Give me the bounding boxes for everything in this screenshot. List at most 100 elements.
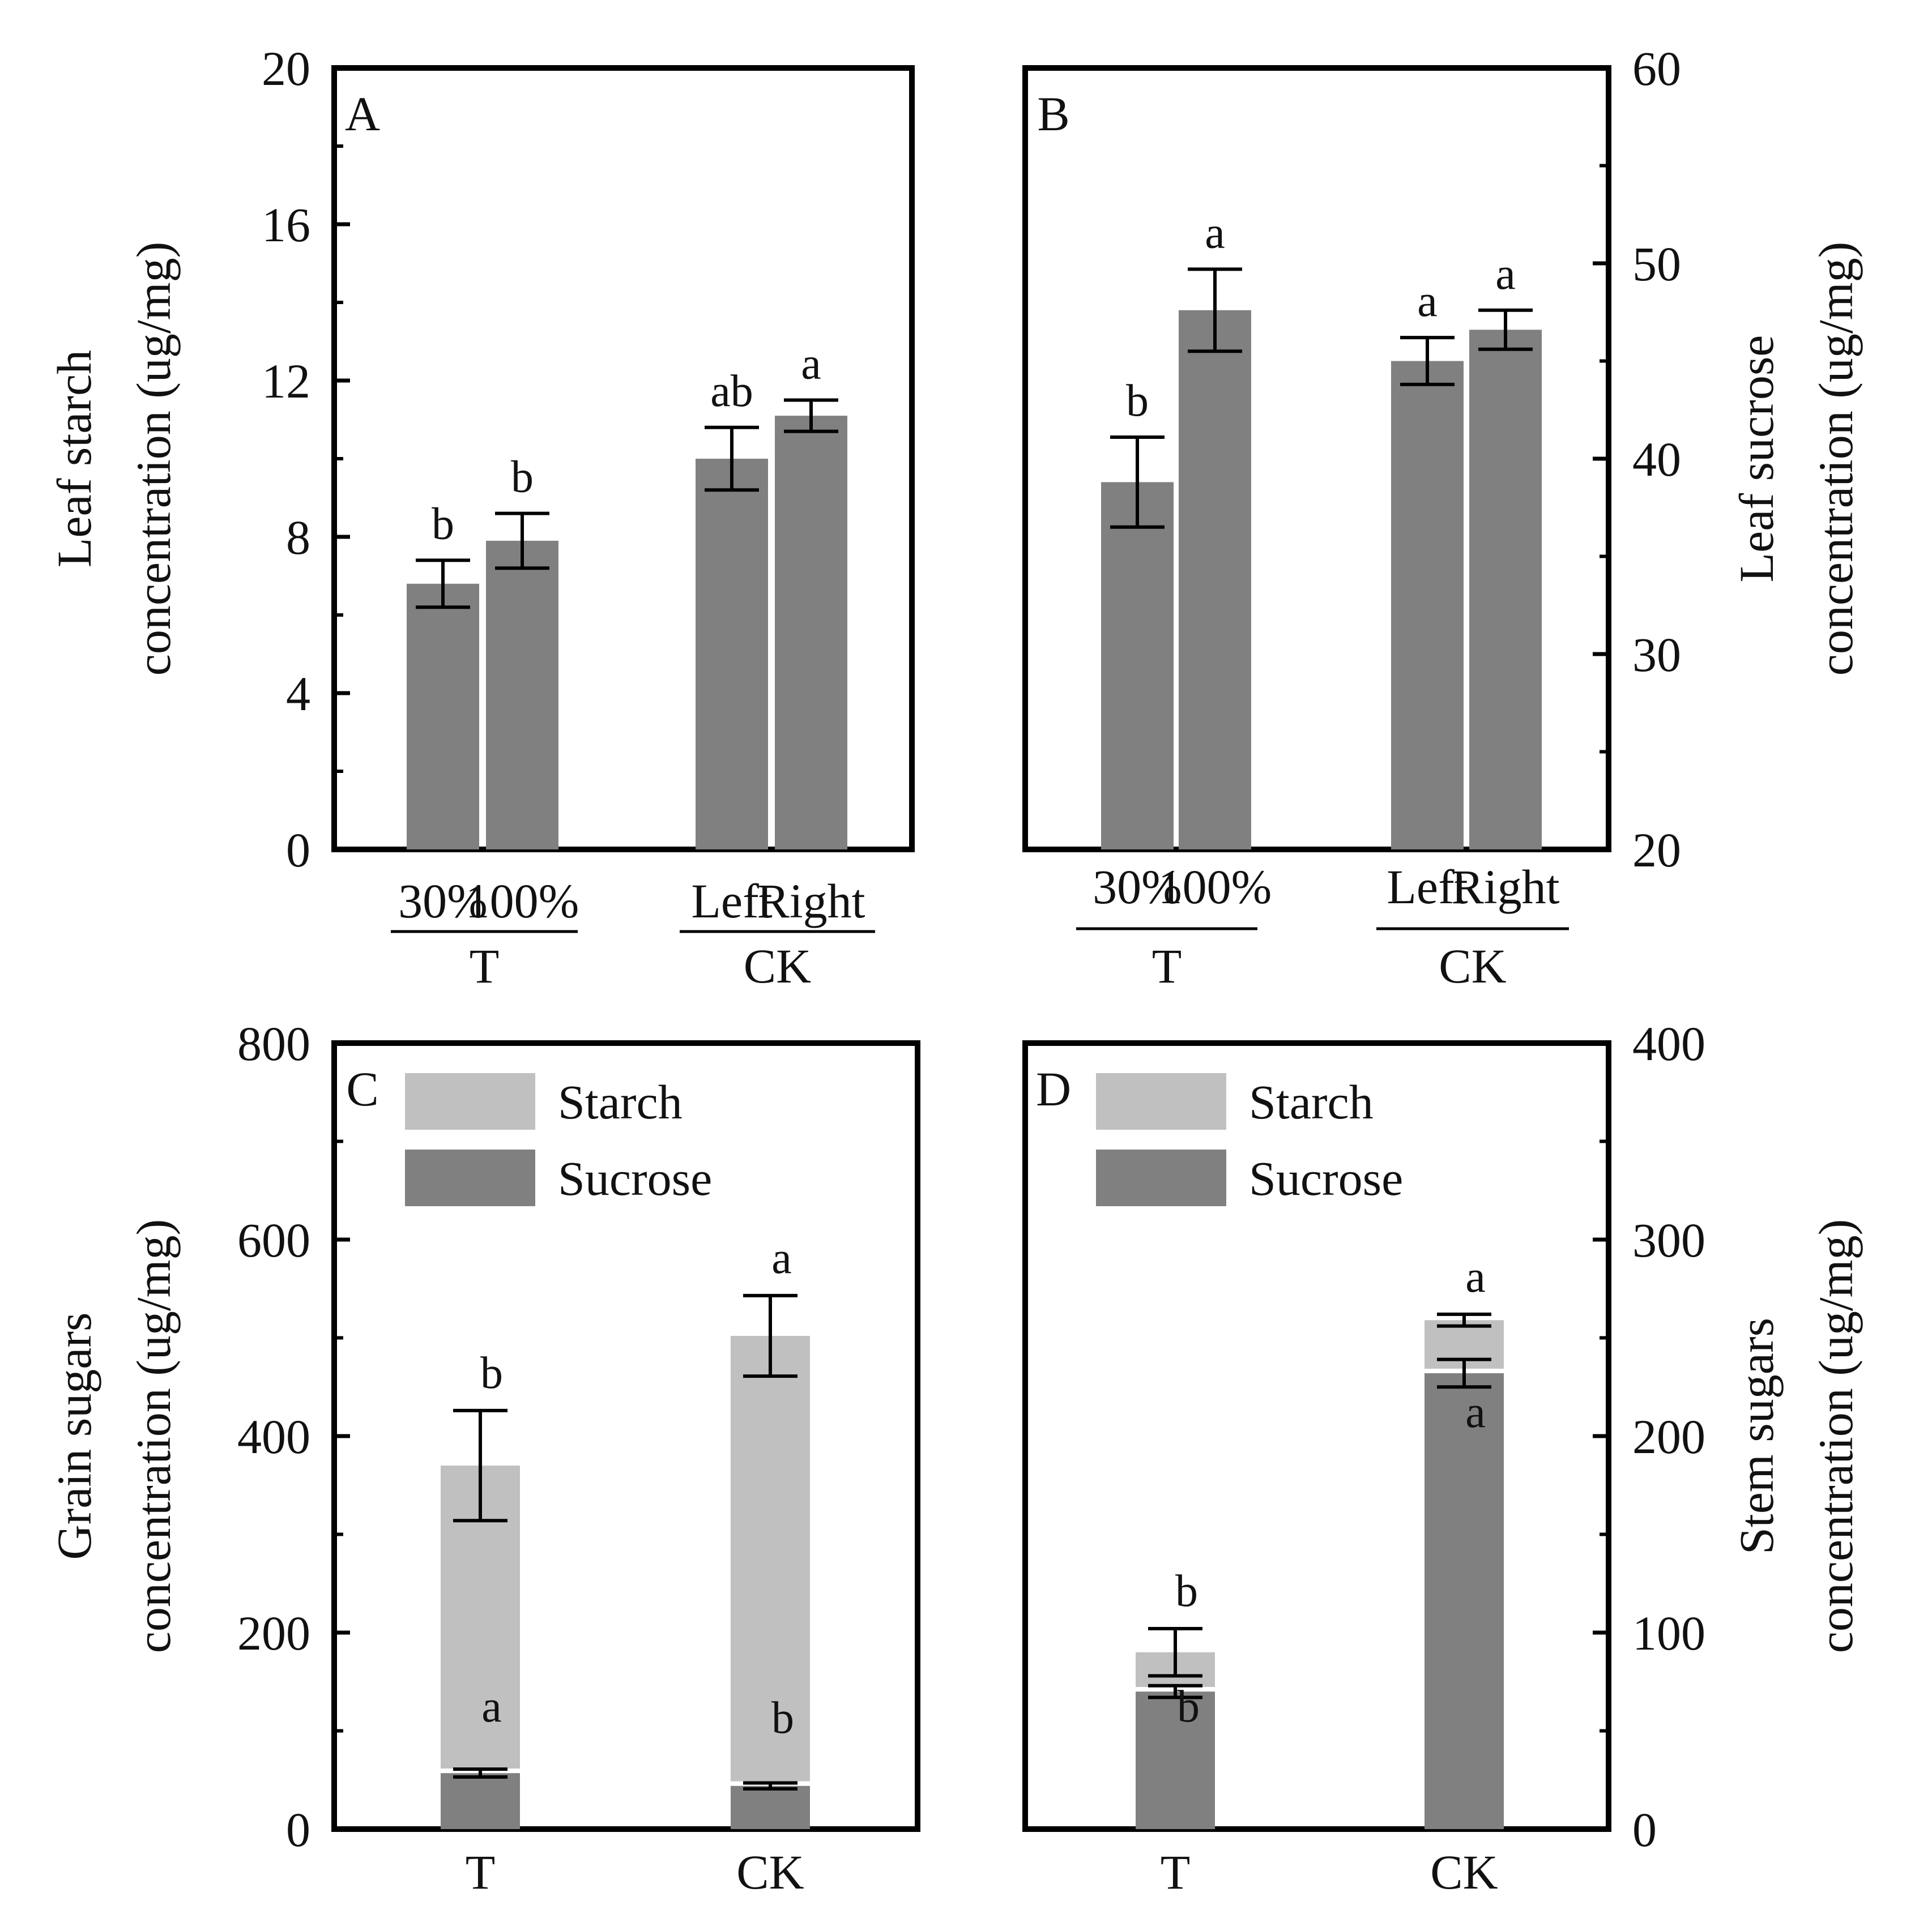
bar-sucrose-ck [731, 1785, 810, 1829]
significance-label: a [1495, 249, 1516, 299]
x-category-label: Right [1451, 860, 1559, 914]
bar-right [775, 416, 847, 849]
error-bar [1110, 435, 1165, 529]
x-category-label: T [1161, 1845, 1191, 1899]
y-axis-title-line2: concentration (ug/mg) [1809, 242, 1863, 676]
error-bar [1400, 336, 1455, 386]
error-bar [1188, 267, 1242, 353]
x-category-label: 30% [1093, 860, 1182, 914]
x-category-label: CK [1430, 1845, 1498, 1899]
y-axis-C: 0 200 400 600 800 Grain sugars concentration (… [47, 1016, 350, 1857]
legend-D: Starch Sucrose [1096, 1073, 1403, 1206]
significance-label: a [1417, 276, 1438, 326]
legend-label-starch: Starch [558, 1075, 683, 1129]
y-tick-label: 200 [237, 1606, 310, 1660]
panel-letter: C [346, 1062, 378, 1116]
significance-label-sucrose: a [481, 1682, 502, 1732]
bar-sucrose-t [1136, 1691, 1215, 1829]
bar-left [696, 459, 768, 849]
bar-30pct [407, 583, 479, 849]
error-bar [784, 398, 838, 433]
bar-sucrose-t [441, 1773, 520, 1829]
significance-label: b [432, 499, 454, 549]
y-tick-label: 400 [237, 1409, 310, 1464]
error-bar-starch [453, 1408, 507, 1523]
x-category-label: Left [1387, 860, 1468, 914]
significance-label: b [1126, 376, 1149, 426]
x-category-label: 100% [1158, 860, 1272, 914]
panel-letter: D [1036, 1062, 1071, 1116]
x-group-label: CK [744, 939, 811, 993]
x-group-label: CK [1439, 939, 1506, 993]
legend-swatch-starch [405, 1073, 535, 1130]
panel-letter: B [1037, 87, 1069, 141]
x-group-label: T [1152, 939, 1182, 993]
bar-sucrose-ck [1425, 1373, 1504, 1829]
error-bar-sucrose [743, 1781, 797, 1791]
y-tick-label: 60 [1632, 41, 1681, 96]
y-tick-label: 600 [237, 1213, 310, 1267]
y-axis-title-line1: Stem sugars [1729, 1318, 1784, 1554]
y-axis-title-line1: Grain sugars [47, 1312, 101, 1560]
y-axis-title-line1: Leaf starch [47, 350, 101, 567]
significance-label: a [801, 339, 821, 389]
y-axis-title-line2: concentration (ug/mg) [126, 242, 181, 676]
y-tick-label: 400 [1632, 1016, 1705, 1071]
y-axis-title-line2: concentration (ug/mg) [126, 1219, 181, 1654]
significance-label-starch: b [1175, 1566, 1198, 1616]
x-category-label: Right [757, 874, 865, 928]
bars-B [1101, 310, 1542, 849]
y-tick-label: 12 [262, 354, 310, 408]
bar-right [1469, 330, 1542, 849]
y-tick-label: 0 [1632, 1802, 1657, 1857]
y-tick-label: 30 [1632, 627, 1681, 682]
legend-swatch-starch [1096, 1073, 1226, 1130]
legend-label-sucrose: Sucrose [1249, 1151, 1403, 1206]
error-bar-starch [1437, 1312, 1491, 1328]
y-tick-label: 40 [1632, 432, 1681, 486]
x-category-label: 30% [398, 874, 488, 928]
y-tick-label: 8 [286, 510, 310, 565]
y-tick-label: 20 [262, 41, 310, 96]
y-axis-title-line2: concentration (ug/mg) [1809, 1219, 1863, 1654]
significance-label-sucrose: b [771, 1693, 794, 1743]
y-tick-label: 20 [1632, 823, 1681, 877]
x-category-label: CK [736, 1845, 804, 1899]
significance-label: b [511, 452, 534, 502]
error-bar-starch [1148, 1627, 1202, 1678]
y-axis-A: 0 4 8 12 16 20 Leaf starch concentration (ug/mg… [47, 41, 350, 877]
bar-starch-ck [731, 1336, 810, 1782]
y-tick-label: 4 [286, 667, 310, 721]
y-axis-title-line1: Leaf sucrose [1729, 335, 1784, 583]
error-bar [416, 558, 470, 609]
error-bar-starch [743, 1293, 797, 1378]
error-bar [1478, 308, 1533, 351]
legend-swatch-sucrose [405, 1150, 535, 1206]
y-tick-label: 16 [262, 198, 310, 252]
error-bar [495, 511, 549, 570]
y-tick-label: 0 [286, 823, 310, 877]
significance-label-starch: a [771, 1233, 792, 1283]
y-axis-D: 0 100 200 300 400 Stem sugars concentration (u… [1593, 1016, 1863, 1857]
bar-30pct [1101, 482, 1174, 849]
significance-label-starch: a [1465, 1252, 1486, 1302]
x-category-label: T [466, 1845, 496, 1899]
y-tick-label: 300 [1632, 1213, 1705, 1267]
y-tick-label: 200 [1632, 1409, 1705, 1464]
y-tick-label: 100 [1632, 1606, 1705, 1660]
bar-left [1391, 361, 1464, 849]
bar-100pct [1179, 310, 1251, 849]
x-group-label: T [470, 939, 500, 993]
significance-label: a [1205, 208, 1225, 258]
y-axis-B: 20 30 40 50 60 Leaf sucrose concentration (ug/… [1593, 41, 1863, 877]
bar-100pct [486, 540, 558, 849]
bars-A [407, 416, 847, 849]
stacked-bars-D [1136, 1320, 1504, 1829]
panel-letter: A [345, 87, 380, 141]
y-tick-label: 50 [1632, 237, 1681, 291]
y-tick-label: 800 [237, 1016, 310, 1071]
significance-label-sucrose: b [1177, 1682, 1200, 1732]
error-bar [705, 425, 759, 492]
y-tick-label: 0 [286, 1802, 310, 1857]
